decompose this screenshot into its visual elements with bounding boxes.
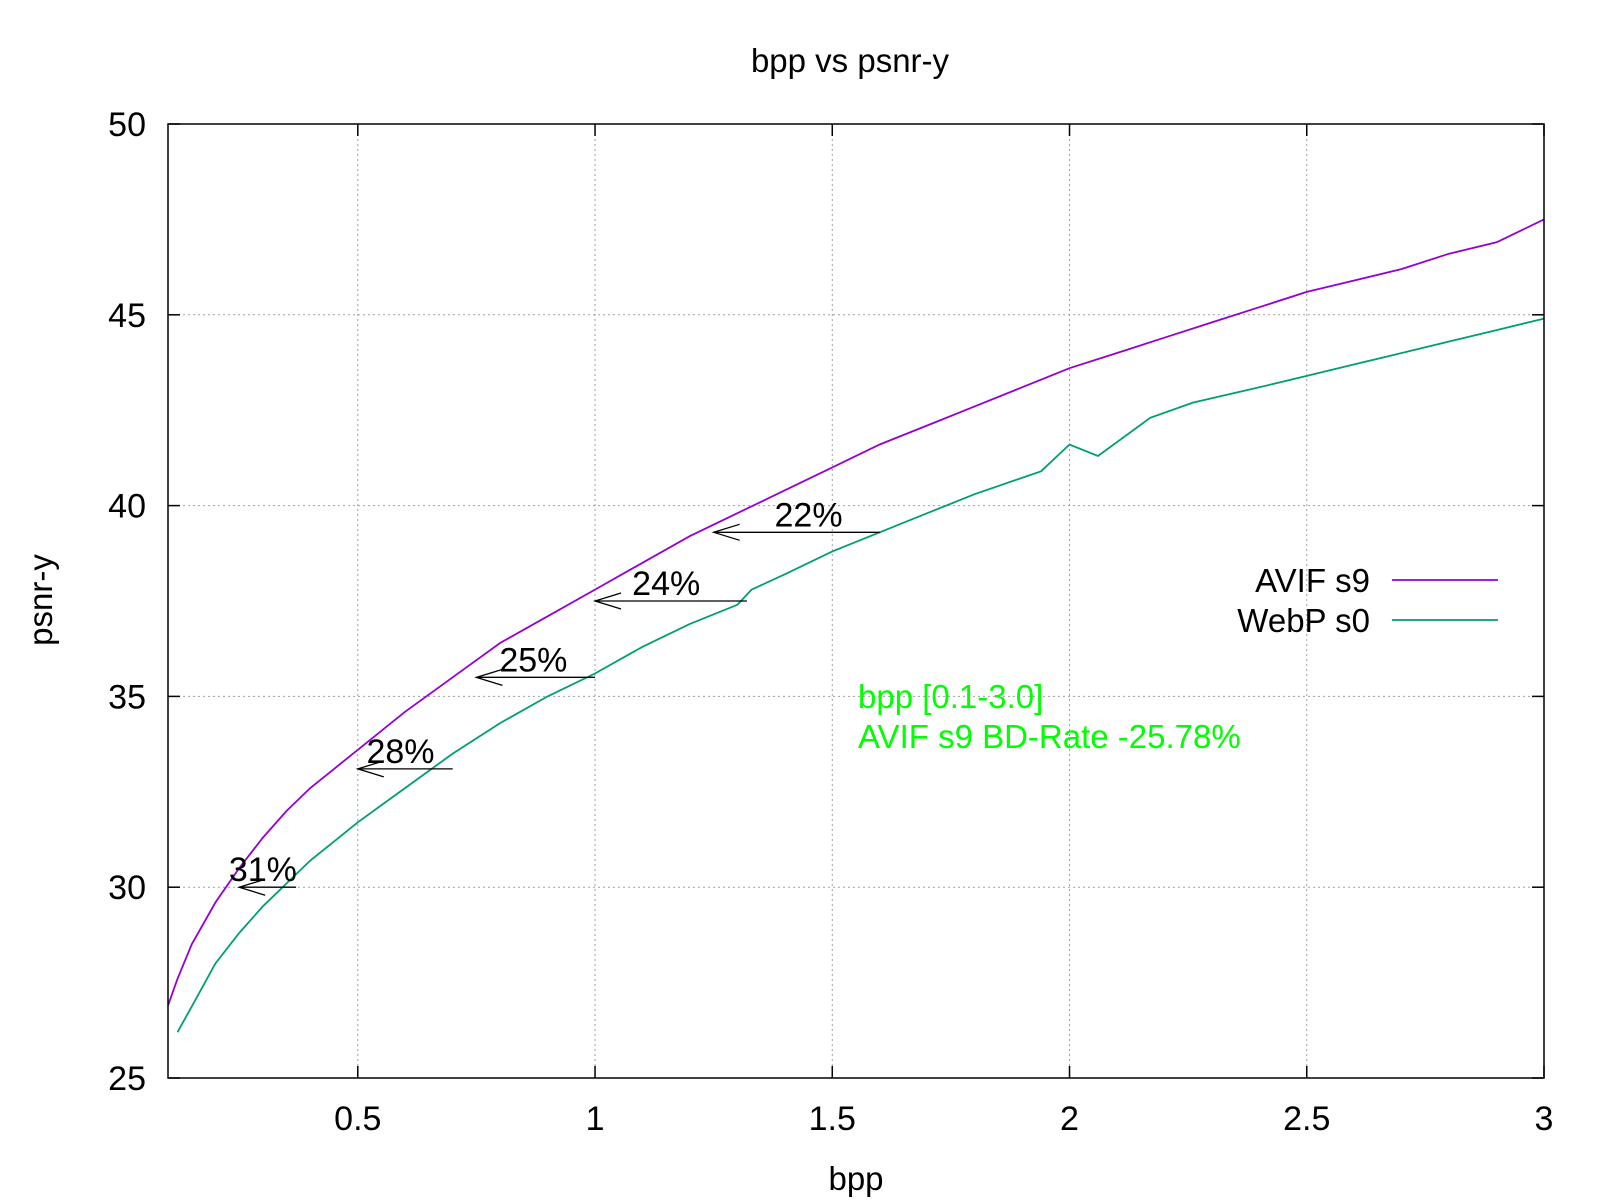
chart-title: bpp vs psnr-y [751, 42, 950, 79]
x-axis-label: bpp [828, 1160, 883, 1197]
x-tick-label: 2.5 [1283, 1100, 1330, 1138]
y-axis-label: psnr-y [22, 554, 59, 646]
note-bpp-range: bpp [0.1-3.0] [858, 678, 1043, 715]
annotation-arrowhead [355, 760, 384, 778]
x-tick-label: 1.5 [809, 1100, 856, 1138]
annotation-label: 22% [775, 496, 843, 534]
annotation-label: 25% [499, 641, 567, 679]
annotation-arrowhead [474, 668, 503, 686]
y-tick-label: 25 [108, 1060, 146, 1098]
grid [168, 124, 1544, 1078]
annotation-arrowhead [592, 592, 622, 610]
series-line-avif-s9 [167, 218, 1545, 1006]
x-tick-label: 3 [1535, 1100, 1554, 1138]
axis-ticks: 25 30 35 40 45 50 0.5 1 1.5 2 2.5 3 [108, 106, 1553, 1138]
plot-frame [167, 123, 1545, 1079]
annotation-label: 28% [366, 733, 434, 771]
plot-area [167, 218, 1545, 1033]
legend-label: WebP s0 [1237, 602, 1370, 639]
y-tick-label: 40 [108, 488, 146, 526]
note-bd-rate: AVIF s9 BD-Rate -25.78% [858, 718, 1241, 755]
annotation-arrowhead [711, 523, 740, 541]
x-tick-label: 1 [586, 1100, 605, 1138]
x-tick-label: 0.5 [334, 1100, 381, 1138]
series-line-webp-s0 [176, 317, 1545, 1033]
y-tick-label: 35 [108, 678, 146, 716]
legend-label: AVIF s9 [1255, 562, 1370, 599]
annotations: 22% 24% 25% 28% 31% [229, 496, 880, 896]
annotation-label: 31% [229, 851, 297, 889]
y-tick-label: 45 [108, 297, 146, 335]
x-tick-label: 2 [1060, 1100, 1079, 1138]
y-tick-label: 50 [108, 106, 146, 144]
annotation-arrowhead [236, 878, 266, 896]
annotation-label: 24% [632, 565, 700, 603]
y-tick-label: 30 [108, 869, 146, 907]
